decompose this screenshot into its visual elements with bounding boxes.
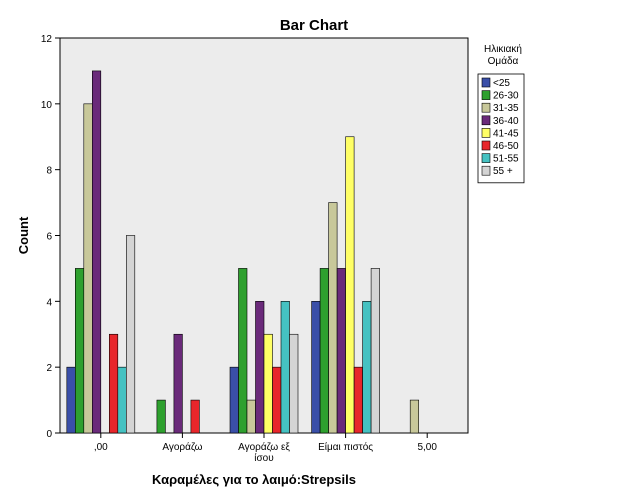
bar [117, 366, 127, 434]
legend-swatch [481, 90, 491, 100]
legend-swatch [481, 128, 491, 138]
bar [109, 333, 119, 434]
x-tick-label: ,00 [94, 442, 108, 453]
y-axis: 0 2 4 6 8 10 12 [41, 34, 60, 440]
bar [280, 301, 290, 434]
bar [319, 268, 329, 434]
bar [229, 366, 239, 434]
y-tick-label: 6 [46, 232, 52, 243]
legend-label: 41-45 [493, 128, 519, 139]
y-tick-label: 2 [46, 363, 52, 374]
legend-swatch [481, 140, 491, 151]
y-tick-label: 12 [41, 34, 53, 45]
bar [190, 399, 200, 434]
legend-label: 51-55 [493, 154, 519, 165]
bars [66, 70, 420, 434]
legend-swatch [481, 115, 491, 126]
y-tick-label: 0 [46, 429, 52, 440]
bar [362, 301, 372, 434]
bar [328, 202, 338, 434]
x-tick-label: Είμαι πιστός [318, 441, 373, 453]
chart-title: Bar Chart [280, 17, 348, 34]
legend-title: Ηλικιακή Ομάδα [484, 43, 522, 67]
bar [370, 268, 380, 434]
x-tick-label: 5,00 [417, 442, 437, 453]
bar [92, 70, 102, 434]
bar [255, 301, 265, 434]
legend-label: 36-40 [493, 116, 519, 127]
legend-label: 26-30 [493, 91, 519, 102]
bar [272, 366, 282, 434]
x-axis-title: Καραμέλες για το λαιμό:Strepsils [152, 472, 356, 487]
y-tick-label: 4 [46, 297, 52, 308]
bar [66, 366, 76, 434]
bar [289, 333, 299, 434]
bar [353, 366, 363, 434]
y-axis-title: Count [16, 216, 31, 254]
x-axis: ,00 Αγοράζω Αγοράζω εξ ίσου Είμαι πιστός 5,00 [94, 433, 437, 464]
bar [126, 235, 136, 434]
legend-label: 55 + [493, 166, 513, 177]
legend-label: 46-50 [493, 141, 519, 152]
legend-label: <25 [493, 78, 510, 89]
legend-swatch [481, 165, 491, 176]
bar [311, 301, 321, 434]
bar [238, 268, 248, 434]
bar [246, 399, 256, 434]
bar [336, 268, 346, 434]
legend-swatch [481, 102, 491, 113]
bar [156, 399, 166, 434]
legend-swatch [481, 153, 491, 163]
bar [83, 103, 93, 434]
bar [263, 333, 273, 434]
x-tick-label: Αγοράζω [162, 441, 202, 453]
legend-label: 31-35 [493, 103, 519, 114]
legend-swatch [481, 77, 491, 88]
bar [409, 399, 420, 434]
bar [75, 268, 85, 434]
x-tick-label: Αγοράζω εξ ίσου [238, 441, 290, 464]
bar [173, 333, 183, 434]
bar [345, 136, 355, 434]
y-tick-label: 8 [46, 166, 52, 177]
y-tick-label: 10 [41, 100, 53, 111]
